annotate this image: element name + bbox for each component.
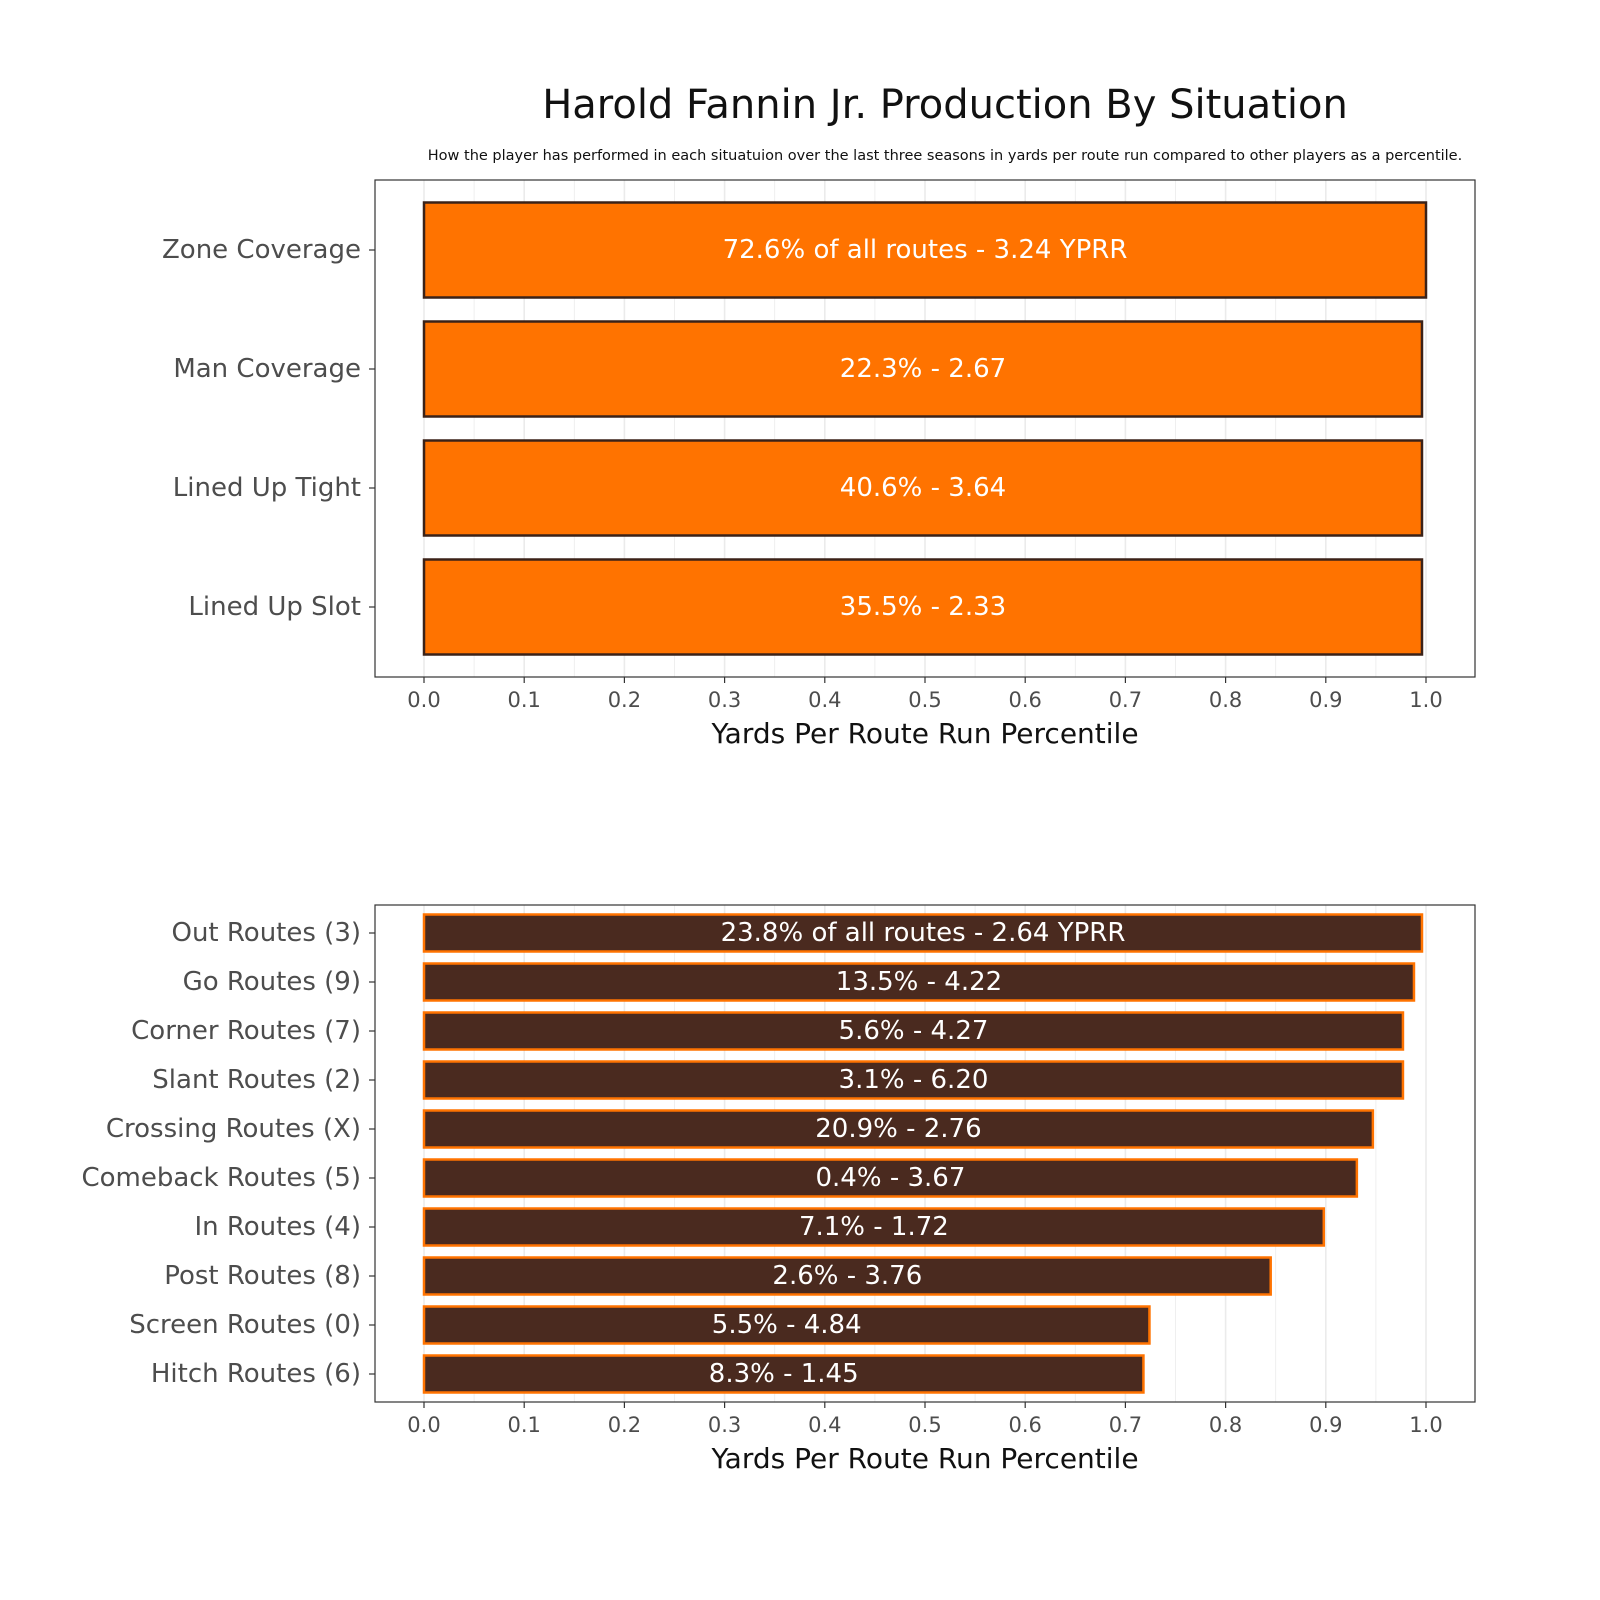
x-tick-label: 0.6 bbox=[1008, 688, 1041, 712]
chart-panel-2: 23.8% of all routes - 2.64 YPRR Out Route… bbox=[81, 904, 1476, 1475]
bar bbox=[422, 1060, 1405, 1100]
bar bbox=[422, 962, 1416, 1002]
y-tick-label: Comeback Routes (5) bbox=[81, 1163, 361, 1193]
y-tick-label: Man Coverage bbox=[173, 354, 361, 384]
x-tick-label: 0.2 bbox=[608, 1413, 641, 1437]
x-tick-label: 0.3 bbox=[708, 1413, 741, 1437]
x-tick-label: 0.1 bbox=[507, 688, 540, 712]
bar bbox=[422, 201, 1428, 299]
y-tick-label: Hitch Routes (6) bbox=[151, 1359, 361, 1389]
chart-panel-1: 72.6% of all routes - 3.24 YPRR Zone Cove… bbox=[162, 179, 1476, 750]
y-tick-label: Lined Up Slot bbox=[188, 592, 361, 622]
bar-data-label: 0.4% - 3.67 bbox=[816, 1163, 966, 1193]
x-tick-label: 0.7 bbox=[1109, 688, 1142, 712]
bar-data-label: 13.5% - 4.22 bbox=[836, 967, 1002, 997]
bar-data-label: 22.3% - 2.67 bbox=[840, 354, 1006, 384]
bar-data-label: 40.6% - 3.64 bbox=[840, 473, 1006, 503]
x-tick-label: 0.9 bbox=[1309, 1413, 1342, 1437]
bar bbox=[422, 1207, 1326, 1247]
bar-data-label: 3.1% - 6.20 bbox=[839, 1065, 989, 1095]
bar bbox=[422, 320, 1424, 418]
x-axis-title: Yards Per Route Run Percentile bbox=[710, 717, 1138, 750]
y-tick-label: Lined Up Tight bbox=[173, 473, 361, 503]
x-tick-label: 0.8 bbox=[1209, 1413, 1242, 1437]
bar-data-label: 5.6% - 4.27 bbox=[839, 1016, 989, 1046]
y-tick-label: Slant Routes (2) bbox=[152, 1065, 361, 1095]
x-tick-label: 0.4 bbox=[808, 688, 841, 712]
x-tick-label: 0.3 bbox=[708, 688, 741, 712]
y-tick-label: Post Routes (8) bbox=[164, 1261, 361, 1291]
x-tick-label: 0.0 bbox=[407, 688, 440, 712]
x-tick-label: 0.2 bbox=[608, 688, 641, 712]
chart-title: Harold Fannin Jr. Production By Situatio… bbox=[542, 82, 1348, 128]
bar bbox=[422, 558, 1424, 656]
bar bbox=[422, 1109, 1375, 1149]
chart-subtitle: How the player has performed in each sit… bbox=[427, 148, 1463, 164]
x-tick-label: 1.0 bbox=[1409, 688, 1442, 712]
bar-data-label: 5.5% - 4.84 bbox=[712, 1310, 862, 1340]
bar bbox=[422, 1354, 1145, 1394]
x-tick-label: 1.0 bbox=[1409, 1413, 1442, 1437]
y-tick-label: Go Routes (9) bbox=[183, 967, 361, 997]
bar bbox=[422, 439, 1424, 537]
x-tick-label: 0.5 bbox=[908, 1413, 941, 1437]
bar-data-label: 72.6% of all routes - 3.24 YPRR bbox=[723, 235, 1128, 265]
x-tick-label: 0.7 bbox=[1109, 1413, 1142, 1437]
x-tick-label: 0.9 bbox=[1309, 688, 1342, 712]
y-tick-label: Out Routes (3) bbox=[171, 918, 361, 948]
bar-data-label: 23.8% of all routes - 2.64 YPRR bbox=[721, 918, 1126, 948]
y-tick-label: Screen Routes (0) bbox=[129, 1310, 361, 1340]
bar bbox=[422, 1305, 1151, 1345]
bar-data-label: 35.5% - 2.33 bbox=[840, 592, 1006, 622]
bar-data-label: 8.3% - 1.45 bbox=[709, 1359, 859, 1389]
x-tick-label: 0.1 bbox=[507, 1413, 540, 1437]
x-tick-label: 0.8 bbox=[1209, 688, 1242, 712]
y-tick-label: In Routes (4) bbox=[194, 1212, 361, 1242]
y-tick-label: Zone Coverage bbox=[162, 235, 361, 265]
bar-data-label: 2.6% - 3.76 bbox=[772, 1261, 922, 1291]
x-tick-label: 0.6 bbox=[1008, 1413, 1041, 1437]
bar bbox=[422, 1256, 1272, 1296]
bar bbox=[422, 1158, 1359, 1198]
y-tick-label: Crossing Routes (X) bbox=[106, 1114, 361, 1144]
bar bbox=[422, 913, 1424, 953]
y-tick-label: Corner Routes (7) bbox=[131, 1016, 361, 1046]
bar bbox=[422, 1011, 1405, 1051]
bar-data-label: 7.1% - 1.72 bbox=[799, 1212, 949, 1242]
bar-data-label: 20.9% - 2.76 bbox=[815, 1114, 981, 1144]
x-tick-label: 0.5 bbox=[908, 688, 941, 712]
x-tick-label: 0.4 bbox=[808, 1413, 841, 1437]
x-axis-title: Yards Per Route Run Percentile bbox=[710, 1442, 1138, 1475]
x-tick-label: 0.0 bbox=[407, 1413, 440, 1437]
